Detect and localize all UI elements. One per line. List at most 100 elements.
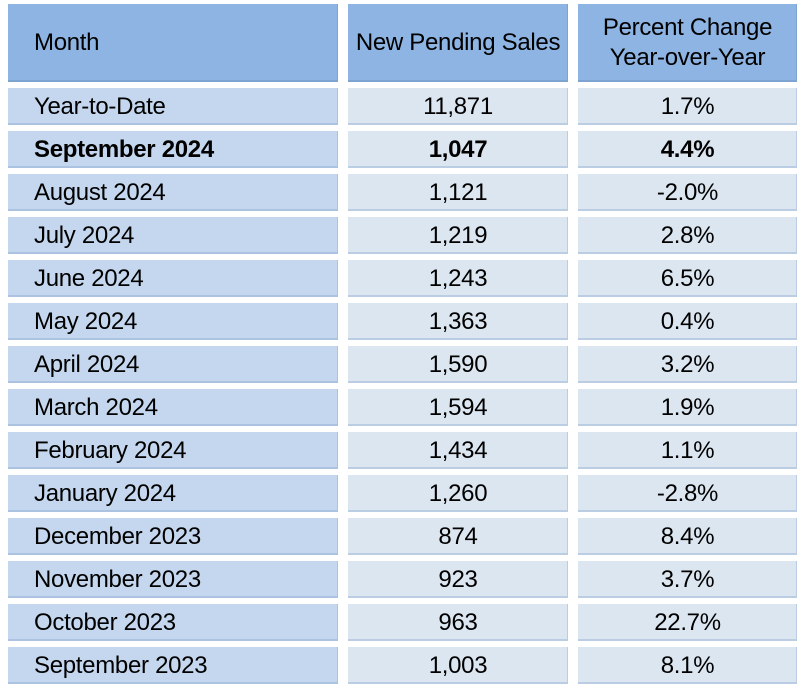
header-cell-sales: New Pending Sales [348, 4, 568, 82]
header-change-line1: Percent Change [602, 14, 773, 41]
change-cell: 22.7% [578, 604, 797, 641]
month-cell: October 2023 [8, 604, 338, 641]
month-cell-text: September 2024 [34, 135, 214, 163]
month-cell: January 2024 [8, 475, 338, 512]
table-row: September 2023 1,003 8.1% [8, 647, 797, 684]
change-cell-text: 1.1% [660, 436, 715, 464]
month-cell: September 2023 [8, 647, 338, 684]
month-cell-text: March 2024 [34, 393, 158, 421]
month-cell: May 2024 [8, 303, 338, 340]
table-row: Year-to-Date 11,871 1.7% [8, 88, 797, 125]
sales-cell-text: 1,260 [428, 479, 488, 507]
month-cell: March 2024 [8, 389, 338, 426]
month-cell-text: May 2024 [34, 307, 137, 335]
table-row: June 2024 1,243 6.5% [8, 260, 797, 297]
change-cell: -2.0% [578, 174, 797, 211]
change-cell-text: 1.7% [660, 92, 715, 120]
change-cell-text: 22.7% [654, 608, 721, 636]
change-cell-text: 2.8% [660, 221, 715, 249]
table-row: April 2024 1,590 3.2% [8, 346, 797, 383]
header-month-label: Month [34, 29, 100, 57]
change-cell-text: 8.1% [660, 651, 715, 679]
table-row: May 2024 1,363 0.4% [8, 303, 797, 340]
sales-cell: 963 [348, 604, 568, 641]
table-row: August 2024 1,121 -2.0% [8, 174, 797, 211]
sales-cell-text: 1,434 [428, 436, 488, 464]
table-header: Month New Pending Sales Percent Change Y… [8, 4, 797, 82]
header-cell-change: Percent Change Year-over-Year [578, 4, 797, 82]
table-row: February 2024 1,434 1.1% [8, 432, 797, 469]
change-cell-text: 3.2% [660, 350, 715, 378]
pending-sales-table: Month New Pending Sales Percent Change Y… [8, 4, 797, 690]
month-cell: June 2024 [8, 260, 338, 297]
month-cell-text: July 2024 [34, 221, 135, 249]
month-cell-text: Year-to-Date [34, 92, 166, 120]
sales-cell-text: 1,590 [428, 350, 488, 378]
sales-cell-text: 1,594 [428, 393, 488, 421]
sales-cell: 1,590 [348, 346, 568, 383]
sales-cell: 1,243 [348, 260, 568, 297]
sales-cell-text: 1,121 [428, 178, 488, 206]
change-cell: 0.4% [578, 303, 797, 340]
month-cell-text: November 2023 [34, 565, 201, 593]
change-cell: 8.4% [578, 518, 797, 555]
table-body: Year-to-Date 11,871 1.7% September 2024 … [8, 88, 797, 684]
month-cell: July 2024 [8, 217, 338, 254]
sales-cell-text: 963 [438, 608, 478, 636]
sales-cell: 1,003 [348, 647, 568, 684]
change-cell: 4.4% [578, 131, 797, 168]
sales-cell-text: 1,219 [428, 221, 488, 249]
month-cell-text: April 2024 [34, 350, 140, 378]
table-row: July 2024 1,219 2.8% [8, 217, 797, 254]
header-cell-month: Month [8, 4, 338, 82]
month-cell-text: January 2024 [34, 479, 176, 507]
header-change-label: Percent Change Year-over-Year [602, 13, 773, 73]
sales-cell: 1,260 [348, 475, 568, 512]
month-cell: April 2024 [8, 346, 338, 383]
header-change-line2: Year-over-Year [609, 44, 766, 71]
change-cell-text: 3.7% [660, 565, 715, 593]
change-cell: 2.8% [578, 217, 797, 254]
header-sales-label: New Pending Sales [355, 29, 561, 57]
sales-cell-text: 1,003 [428, 651, 488, 679]
month-cell-text: August 2024 [34, 178, 166, 206]
change-cell: 3.2% [578, 346, 797, 383]
sales-cell: 1,434 [348, 432, 568, 469]
month-cell-text: September 2023 [34, 651, 208, 679]
sales-cell-text: 874 [438, 522, 478, 550]
sales-cell: 11,871 [348, 88, 568, 125]
month-cell: November 2023 [8, 561, 338, 598]
month-cell-text: October 2023 [34, 608, 176, 636]
change-cell: 1.7% [578, 88, 797, 125]
change-cell: 6.5% [578, 260, 797, 297]
sales-cell-text: 1,363 [428, 307, 488, 335]
change-cell: 3.7% [578, 561, 797, 598]
table-row: September 2024 1,047 4.4% [8, 131, 797, 168]
table-row: November 2023 923 3.7% [8, 561, 797, 598]
sales-cell: 1,121 [348, 174, 568, 211]
sales-cell: 1,363 [348, 303, 568, 340]
change-cell: 8.1% [578, 647, 797, 684]
change-cell: 1.1% [578, 432, 797, 469]
change-cell: -2.8% [578, 475, 797, 512]
table-row: January 2024 1,260 -2.8% [8, 475, 797, 512]
sales-cell: 1,594 [348, 389, 568, 426]
month-cell: August 2024 [8, 174, 338, 211]
sales-cell: 1,219 [348, 217, 568, 254]
sales-cell-text: 1,243 [428, 264, 488, 292]
table-row: October 2023 963 22.7% [8, 604, 797, 641]
change-cell-text: 6.5% [660, 264, 715, 292]
sales-cell: 1,047 [348, 131, 568, 168]
month-cell-text: December 2023 [34, 522, 201, 550]
sales-cell: 923 [348, 561, 568, 598]
change-cell: 1.9% [578, 389, 797, 426]
change-cell-text: 0.4% [660, 307, 715, 335]
month-cell: December 2023 [8, 518, 338, 555]
month-cell: February 2024 [8, 432, 338, 469]
table-row: December 2023 874 8.4% [8, 518, 797, 555]
month-cell-text: February 2024 [34, 436, 187, 464]
month-cell: September 2024 [8, 131, 338, 168]
month-cell-text: June 2024 [34, 264, 144, 292]
sales-cell-text: 11,871 [423, 92, 493, 120]
sales-cell: 874 [348, 518, 568, 555]
